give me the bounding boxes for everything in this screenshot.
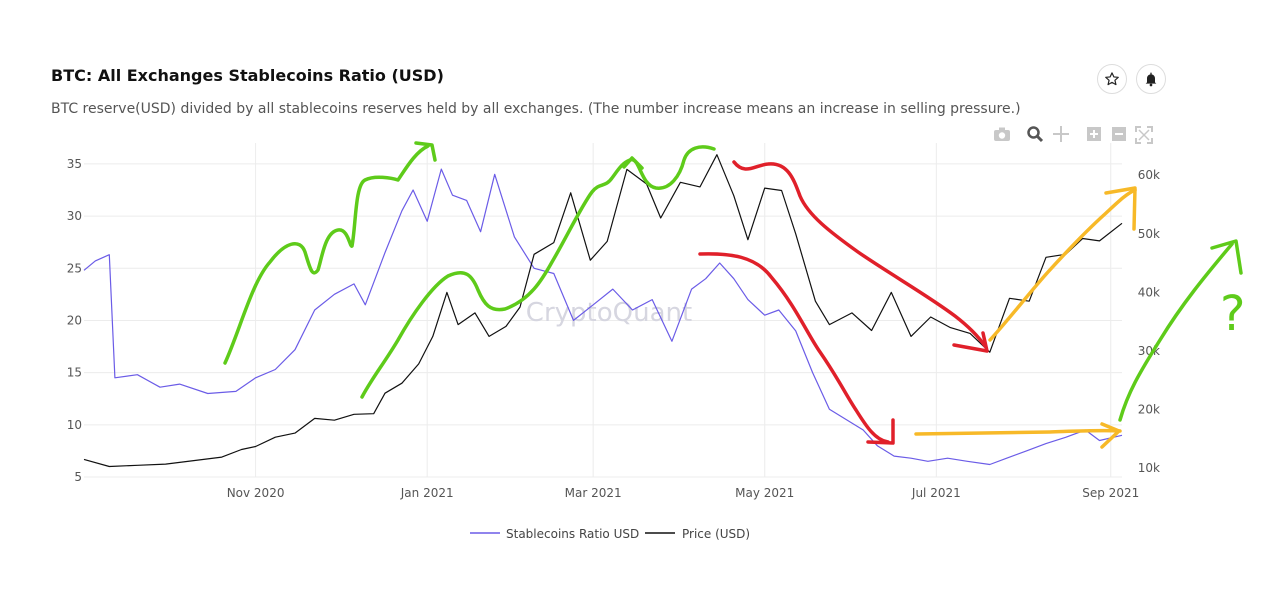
star-icon: [1105, 72, 1119, 86]
x-tick-label: Mar 2021: [565, 486, 622, 500]
favorite-button[interactable]: [1097, 64, 1127, 94]
x-tick-label: Jul 2021: [911, 486, 961, 500]
yellow-annotation-price-rise: [988, 188, 1137, 342]
y-left-tick-label: 35: [67, 157, 82, 171]
yellow-arrowhead-1: [1104, 186, 1137, 231]
question-mark-annotation: ?: [1220, 286, 1245, 342]
legend-label-ratio: Stablecoins Ratio USD: [506, 527, 639, 541]
y-right-tick-label: 20k: [1138, 403, 1160, 417]
gridlines: [84, 143, 1122, 478]
y-left-tick-label: 5: [74, 470, 82, 484]
chart-card: [30, 40, 1190, 570]
zoom-in-icon[interactable]: [1087, 127, 1101, 141]
y-right-tick-label: 50k: [1138, 227, 1160, 241]
y-left-tick-label: 10: [67, 418, 82, 432]
chart-title: BTC: All Exchanges Stablecoins Ratio (US…: [51, 66, 444, 85]
legend-label-price: Price (USD): [682, 527, 750, 541]
series-layer: [83, 154, 1123, 468]
red-annotation-ratio-fall: [698, 252, 890, 444]
red-arrowhead-2: [866, 418, 895, 445]
y-right-tick-label: 60k: [1138, 168, 1160, 182]
green-annotation-future: [1118, 242, 1234, 422]
x-tick-label: May 2021: [735, 486, 794, 500]
y-right-tick-label: 10k: [1138, 461, 1160, 475]
price-series-line: [83, 154, 1123, 468]
ratio-series-line: [83, 168, 1123, 466]
camera-icon[interactable]: [994, 127, 1010, 142]
autoscale-icon[interactable]: [1135, 126, 1153, 144]
x-tick-label: Nov 2020: [227, 486, 285, 500]
x-tick-label: Sep 2021: [1082, 486, 1139, 500]
yellow-arrowhead-2: [1100, 422, 1121, 449]
y-left-tick-label: 20: [67, 313, 82, 327]
y-left-tick-label: 25: [67, 261, 82, 275]
annotations: [223, 141, 1243, 449]
y-left-tick-label: 15: [67, 366, 82, 380]
red-annotation-price-fall: [732, 160, 987, 348]
green-annotation-price-rise: [360, 145, 716, 399]
y-right-tick-label: 40k: [1138, 285, 1160, 299]
chart-subtitle: BTC reserve(USD) divided by all stableco…: [51, 101, 1021, 117]
red-arrowhead-1: [952, 331, 989, 353]
pan-icon[interactable]: [1053, 126, 1069, 142]
alert-button[interactable]: [1136, 64, 1166, 94]
modebar: [994, 126, 1153, 144]
zoom-out-icon[interactable]: [1112, 127, 1126, 141]
bell-icon: [1145, 72, 1157, 87]
green-annotation-ratio-rise: [223, 144, 430, 365]
watermark: CryptoQuant: [526, 298, 692, 328]
green-arrowhead-2: [622, 156, 644, 170]
green-arrowhead-3: [1210, 239, 1243, 275]
y-left-tick-label: 30: [67, 209, 82, 223]
zoom-icon[interactable]: [1027, 126, 1044, 143]
axis-labels: Nov 2020 Jan 2021 Mar 2021 May 2021 Jul 2021…: [67, 157, 1160, 500]
x-tick-label: Jan 2021: [400, 486, 454, 500]
yellow-annotation-ratio-flat: [914, 428, 1122, 436]
green-arrowhead-1: [414, 141, 437, 162]
legend: Stablecoins Ratio USD Price (USD): [470, 527, 750, 541]
